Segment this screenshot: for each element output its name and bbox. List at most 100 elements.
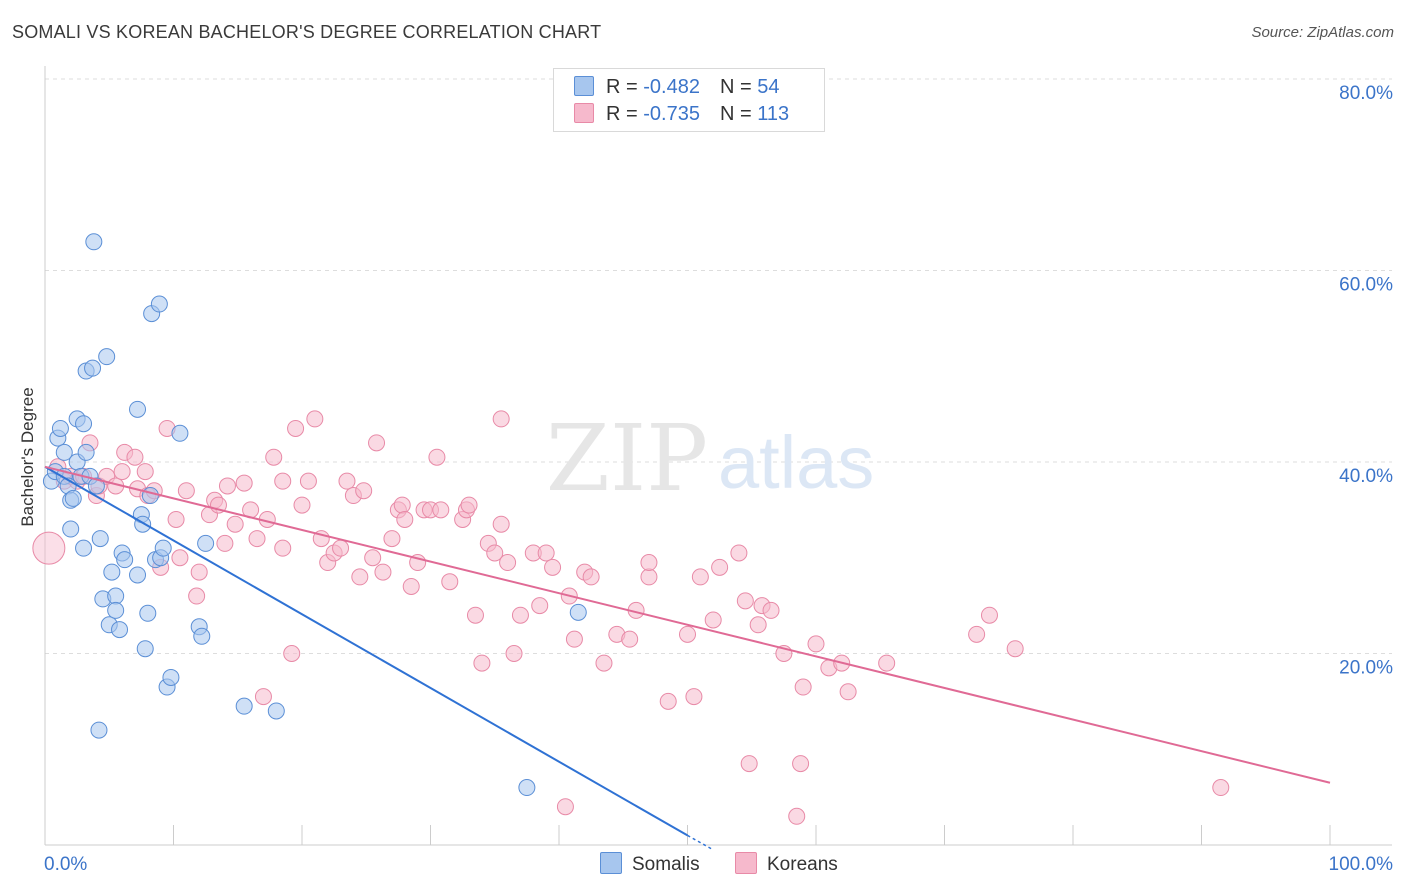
korean-point xyxy=(730,544,748,562)
korean-point xyxy=(113,463,131,481)
korean-point xyxy=(788,807,806,825)
legend-korean-n-label: N = xyxy=(719,103,758,125)
korean-point xyxy=(621,630,639,648)
korean-point xyxy=(685,688,703,706)
legend-row-somali: R = -0.482 N = 54 xyxy=(574,76,779,100)
korean-point xyxy=(274,539,292,557)
y-tick-label: 60.0% xyxy=(1339,275,1393,296)
correlation-legend: R = -0.482 N = 54 R = -0.735 N = 113 xyxy=(553,68,825,132)
korean-point xyxy=(218,477,236,495)
korean-point xyxy=(499,554,517,572)
x-tick-label-max: 100.0% xyxy=(1329,854,1394,875)
legend-row-korean: R = -0.735 N = 113 xyxy=(574,103,789,127)
somali-point xyxy=(235,697,253,715)
korean-point xyxy=(565,630,583,648)
korean-point xyxy=(265,448,283,466)
somali-point xyxy=(87,477,105,495)
korean-point xyxy=(216,534,234,552)
korean-point xyxy=(283,645,301,662)
korean-point xyxy=(235,474,253,492)
korean-point xyxy=(749,616,767,634)
series-legend-somalis[interactable]: Somalis xyxy=(600,852,700,876)
somali-point xyxy=(64,489,82,507)
watermark-atlas: atlas xyxy=(718,421,874,504)
korean-point xyxy=(374,563,392,581)
korean-point xyxy=(432,501,450,519)
korean-point xyxy=(640,568,658,586)
somali-point xyxy=(569,603,587,621)
somali-point xyxy=(129,400,147,418)
somali-point xyxy=(267,702,285,720)
korean-point xyxy=(1212,779,1230,797)
korean-point xyxy=(306,410,324,428)
somali-trend-extension xyxy=(687,834,714,851)
korean-point xyxy=(492,515,510,533)
somali-point xyxy=(129,566,147,584)
korean-point xyxy=(691,568,709,586)
y-axis-label: Bachelor's Degree xyxy=(18,387,37,527)
korean-point xyxy=(466,606,484,624)
korean-point xyxy=(473,654,491,672)
korean-point xyxy=(136,463,154,481)
korean-point xyxy=(537,544,555,562)
korean-point xyxy=(402,577,420,595)
somali-trend-line xyxy=(44,465,688,837)
korean-point xyxy=(396,510,414,528)
korean-point xyxy=(531,597,549,615)
korean-point xyxy=(762,601,780,619)
korean-point xyxy=(704,611,722,629)
korean-point xyxy=(355,482,373,500)
somali-point xyxy=(90,721,108,739)
y-tick-label: 20.0% xyxy=(1339,658,1393,679)
somali-point xyxy=(62,520,80,538)
korean-point xyxy=(383,530,401,548)
somali-point xyxy=(154,539,172,557)
tick-labels: 20.0% 40.0% 60.0% 80.0% 0.0% 100.0% xyxy=(44,83,1393,875)
somali-point xyxy=(98,348,116,366)
somali-point xyxy=(51,419,69,437)
somali-point xyxy=(116,551,134,569)
korean-point xyxy=(679,625,696,643)
legend-swatch-somali xyxy=(574,76,594,96)
korean-point xyxy=(32,531,66,565)
legend-korean-n-value: 113 xyxy=(757,103,790,125)
korean-point xyxy=(299,472,317,490)
legend-swatch-korean xyxy=(574,103,594,123)
korean-point xyxy=(254,688,272,706)
korean-point xyxy=(736,592,754,610)
somali-point xyxy=(77,443,95,461)
somali-point xyxy=(518,779,536,797)
somali-point xyxy=(75,415,93,433)
somali-point xyxy=(136,640,154,658)
somali-point xyxy=(84,359,102,377)
korean-point xyxy=(226,515,244,533)
korean-point xyxy=(364,549,382,567)
somali-point xyxy=(55,443,73,461)
korean-point xyxy=(441,573,459,591)
korean-point xyxy=(287,419,305,437)
somali-point xyxy=(103,563,121,581)
series-legend-koreans[interactable]: Koreans xyxy=(735,852,838,876)
korean-point xyxy=(640,554,658,572)
korean-point xyxy=(368,434,386,452)
legend-somali-n-label: N = xyxy=(719,76,758,98)
series-swatch-somalis xyxy=(600,852,622,874)
korean-point xyxy=(505,645,523,662)
korean-point xyxy=(595,654,613,672)
korean-point xyxy=(293,496,311,514)
korean-point xyxy=(659,692,677,710)
series-label-somalis: Somalis xyxy=(632,854,700,875)
korean-point xyxy=(582,568,600,586)
somali-point xyxy=(171,424,189,442)
series-label-koreans: Koreans xyxy=(767,854,838,875)
korean-point xyxy=(1006,640,1024,658)
somali-point xyxy=(197,534,215,552)
somali-point xyxy=(107,587,125,605)
somali-point xyxy=(150,295,168,313)
axes xyxy=(44,66,1392,846)
series-legend: Somalis Koreans xyxy=(0,852,1406,878)
korean-point xyxy=(190,563,208,581)
somali-points xyxy=(42,233,587,797)
korean-point xyxy=(486,544,504,562)
